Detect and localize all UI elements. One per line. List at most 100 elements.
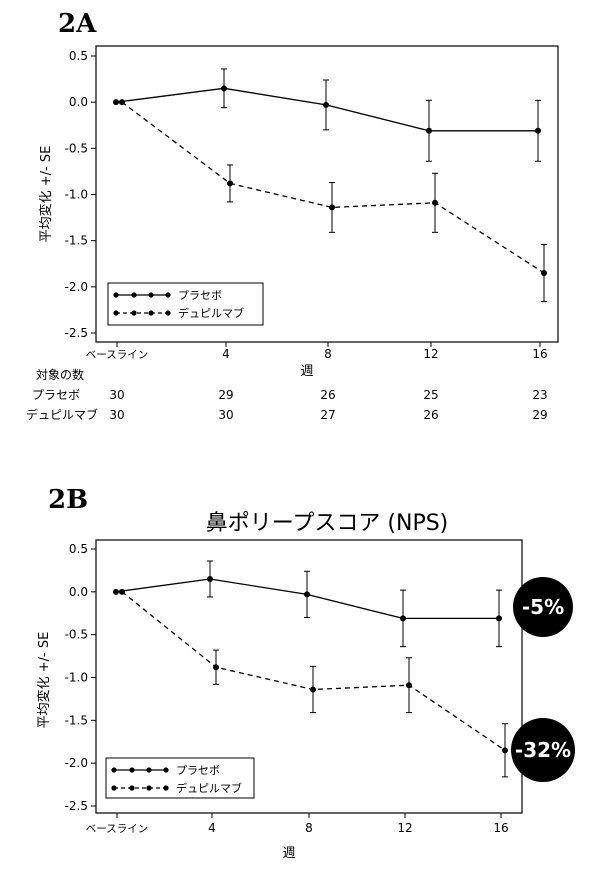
x-tick-label: 4: [222, 347, 230, 361]
legend-swatch-marker: [113, 310, 118, 315]
y-tick-label: -1.5: [65, 234, 88, 248]
counts-row-label: デュピルマブ: [26, 407, 98, 422]
data-point: [426, 128, 432, 134]
series-line: [122, 102, 544, 273]
count-value: 29: [532, 408, 547, 422]
x-tick-label: 16: [493, 821, 508, 835]
legend-swatch-marker: [148, 310, 153, 315]
x-tick-label: 12: [423, 347, 438, 361]
legend-swatch-marker: [111, 785, 116, 790]
x-axis-title: 週: [300, 364, 313, 379]
count-value: 26: [423, 408, 438, 422]
counts-row-label: プラセボ: [32, 388, 80, 402]
data-point: [304, 591, 310, 597]
legend-swatch-marker: [163, 767, 168, 772]
panel-label: 2B: [48, 485, 88, 515]
legend-swatch-marker: [165, 292, 170, 297]
legend-swatch-marker: [163, 785, 168, 790]
data-point: [535, 128, 541, 134]
y-tick-label: -1.0: [65, 671, 88, 685]
series-placebo: [113, 561, 502, 647]
legend-label: デュピルマブ: [176, 781, 242, 795]
data-point: [323, 102, 329, 108]
legend-swatch-marker: [129, 785, 134, 790]
data-point: [432, 200, 438, 206]
badge-label: -5%: [522, 595, 564, 619]
series-placebo: [113, 69, 541, 161]
y-tick-label: 0.5: [69, 542, 88, 556]
count-value: 27: [320, 408, 335, 422]
x-tick-label: ベースライン: [86, 349, 148, 361]
legend-swatch-marker: [111, 767, 116, 772]
panel-2a: 2A 0.5 0.0 -0.5 -1.0 -1.5 -2.0 -2.5 ベースライン 4 8 12 16…: [26, 9, 558, 422]
badge-label: -32%: [515, 738, 571, 762]
data-point: [221, 85, 227, 91]
data-point: [541, 270, 547, 276]
data-point: [113, 589, 119, 595]
y-tick-label: -0.5: [65, 628, 88, 642]
y-tick-label: -0.5: [65, 141, 88, 155]
data-point: [119, 99, 125, 105]
y-axis-title: 平均変化 +/- SE: [38, 146, 54, 243]
x-tick-label: 8: [324, 347, 332, 361]
count-value: 30: [109, 408, 124, 422]
x-tick-label: 12: [397, 821, 412, 835]
legend-swatch-marker: [131, 292, 136, 297]
legend-swatch-marker: [165, 310, 170, 315]
y-tick-label: -1.5: [65, 713, 88, 727]
legend-swatch-marker: [146, 785, 151, 790]
y-tick-label: -2.0: [65, 280, 88, 294]
count-value: 23: [532, 388, 547, 402]
percent-badge: -32%: [511, 718, 575, 782]
data-point: [310, 686, 316, 692]
data-point: [113, 99, 119, 105]
x-tick-label: 16: [532, 347, 547, 361]
y-tick-label: -2.5: [65, 326, 88, 340]
data-point: [207, 576, 213, 582]
legend: プラセボデュピルマブ: [108, 283, 263, 325]
x-axis-title: 週: [282, 846, 295, 861]
data-point: [502, 747, 508, 753]
data-point: [227, 180, 233, 186]
count-value: 29: [218, 388, 233, 402]
data-point: [213, 664, 219, 670]
y-tick-label: -2.5: [65, 799, 88, 813]
y-tick-label: 0.5: [69, 49, 88, 63]
series-line: [116, 88, 538, 131]
counts-header: 対象の数: [36, 367, 84, 382]
data-point: [406, 682, 412, 688]
count-value: 26: [320, 388, 335, 402]
y-axis-title: 平均変化 +/- SE: [36, 632, 52, 729]
legend-swatch-marker: [146, 767, 151, 772]
data-point: [329, 204, 335, 210]
count-value: 25: [423, 388, 438, 402]
chart-title: 鼻ポリープスコア (NPS): [206, 511, 449, 536]
legend-label: デュピルマブ: [178, 306, 244, 320]
y-tick-label: -1.0: [65, 188, 88, 202]
legend: プラセボデュピルマブ: [106, 758, 254, 798]
series-dupilumab: [119, 99, 547, 301]
x-tick-label: 8: [305, 821, 313, 835]
panel-2b: 2B 鼻ポリープスコア (NPS) 0.5 0.0 -0.5 -1.0 -1.5 -2.0 -2…: [36, 485, 575, 861]
x-tick-label: ベースライン: [86, 823, 148, 835]
legend-label: プラセボ: [178, 289, 222, 302]
y-tick-label: 0.0: [69, 95, 88, 109]
data-point: [496, 615, 502, 621]
count-value: 30: [218, 408, 233, 422]
subject-counts: 対象の数プラセボ 30 29 26 25 23 デュピルマブ 30 30 27 26 29: [26, 367, 548, 422]
panel-label: 2A: [58, 9, 97, 39]
legend-label: プラセボ: [176, 764, 220, 777]
y-tick-label: 0.0: [69, 585, 88, 599]
x-tick-label: 4: [208, 821, 216, 835]
legend-swatch-marker: [131, 310, 136, 315]
y-tick-label: -2.0: [65, 756, 88, 770]
legend-swatch-marker: [113, 292, 118, 297]
percent-badge: -5%: [513, 577, 573, 637]
data-point: [400, 615, 406, 621]
count-value: 30: [109, 388, 124, 402]
series-dupilumab: [119, 589, 508, 777]
legend-swatch-marker: [148, 292, 153, 297]
legend-swatch-marker: [129, 767, 134, 772]
data-point: [119, 589, 125, 595]
